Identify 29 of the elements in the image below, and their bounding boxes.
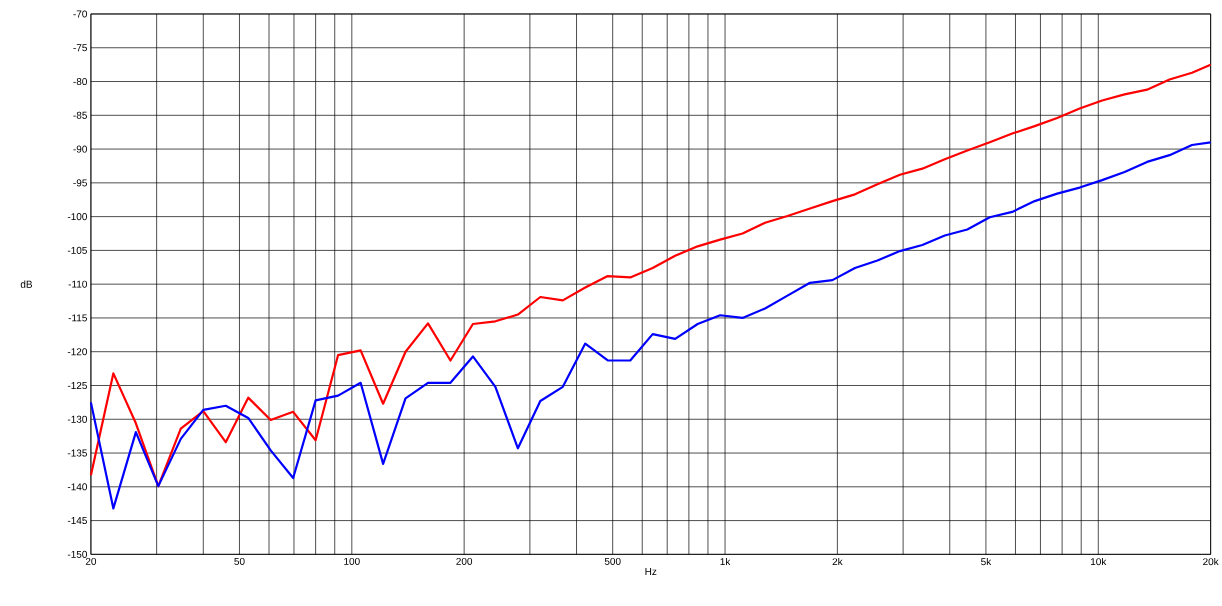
x-tick-label: 20 bbox=[85, 557, 97, 565]
y-tick-label: -130 bbox=[67, 415, 87, 423]
y-tick-label: -105 bbox=[67, 246, 87, 254]
y-tick-label: -150 bbox=[67, 550, 87, 558]
y-tick-label: -140 bbox=[67, 483, 87, 491]
y-tick-label: -135 bbox=[67, 449, 87, 457]
y-tick-label: -115 bbox=[68, 314, 87, 322]
y-tick-label: -145 bbox=[67, 516, 87, 524]
x-tick-label: 50 bbox=[234, 557, 245, 565]
y-tick-label: -80 bbox=[73, 77, 87, 85]
x-tick-label: 5k bbox=[981, 557, 992, 566]
y-tick-label: -110 bbox=[68, 280, 87, 288]
y-tick-label: -125 bbox=[67, 381, 87, 389]
x-tick-label: 1k bbox=[720, 557, 731, 565]
x-tick-label: 500 bbox=[604, 557, 621, 565]
x-tick-label: 2k bbox=[832, 557, 843, 565]
y-tick-label: -85 bbox=[73, 111, 87, 119]
x-tick-label: 100 bbox=[344, 557, 360, 565]
x-axis-title: Hz bbox=[645, 567, 657, 575]
y-tick-label: -70 bbox=[73, 10, 87, 18]
x-tick-label: 200 bbox=[456, 557, 473, 565]
y-tick-label: -75 bbox=[73, 44, 87, 52]
y-tick-label: -120 bbox=[67, 348, 87, 356]
y-tick-label: -95 bbox=[73, 179, 87, 187]
y-axis-title: dB bbox=[20, 280, 33, 288]
x-tick-label: 10k bbox=[1091, 557, 1107, 566]
y-tick-label: -90 bbox=[73, 145, 87, 153]
x-tick-label: 20k bbox=[1203, 557, 1219, 566]
y-tick-label: -100 bbox=[67, 212, 87, 221]
